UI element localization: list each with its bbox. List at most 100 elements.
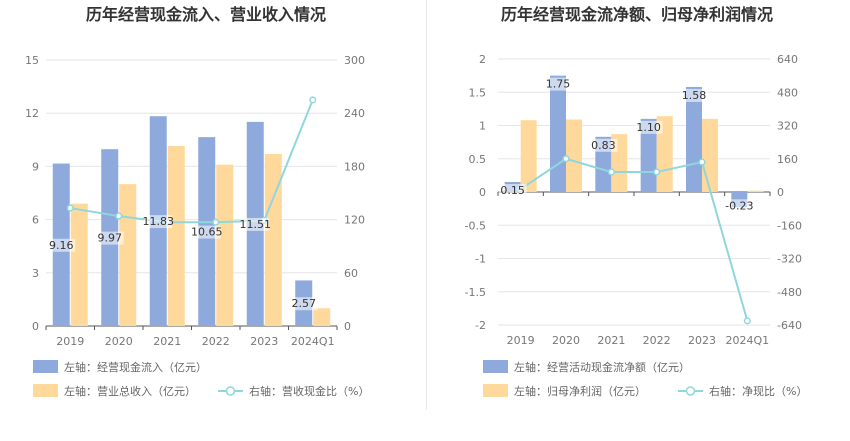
ratio-line: [70, 99, 314, 224]
bar-secondary: [566, 119, 582, 192]
line-point: [653, 168, 661, 176]
bar-secondary: [656, 116, 673, 192]
legend-swatch: [483, 384, 508, 397]
y-left-tick-label: -2: [475, 319, 486, 332]
bar-secondary: [216, 164, 234, 326]
legend-swatch: [33, 384, 58, 397]
y-right-tick-label: 60: [344, 267, 358, 280]
x-tick-label: 2023: [250, 335, 278, 348]
y-right-tick-label: -160: [777, 219, 802, 232]
legend-label: 左轴：营业总收入（亿元）: [64, 384, 196, 398]
y-right-tick-label: 180: [344, 160, 365, 173]
chart-title: 历年经营现金流净额、归母净利润情况: [501, 5, 773, 24]
data-label: 11.83: [143, 215, 175, 228]
x-tick-label: 2024Q1: [291, 335, 335, 348]
data-label: 1.75: [546, 78, 571, 91]
legend-swatch: [483, 360, 508, 373]
data-label-bg: [241, 217, 270, 231]
x-tick-label: 2020: [552, 334, 580, 347]
y-left-tick-label: 6: [32, 214, 39, 227]
y-right-tick-label: -320: [777, 253, 802, 266]
data-label-bg: [95, 231, 124, 245]
y-right-tick-label: 240: [344, 107, 365, 120]
x-tick-label: 2019: [56, 335, 84, 348]
data-label: 1.58: [682, 89, 707, 102]
panel-divider: [426, 0, 427, 410]
y-right-tick-label: 160: [777, 153, 798, 166]
legend-line-marker: [225, 386, 236, 396]
data-label-bg: [498, 184, 527, 198]
legend-label: 左轴：归母净利润（亿元）: [514, 384, 646, 398]
y-right-tick-label: 300: [344, 54, 365, 67]
data-label: 1.10: [636, 121, 661, 134]
legend-label: 左轴：经营活动现金流净额（亿元）: [514, 360, 690, 374]
y-left-tick-label: -1: [475, 253, 486, 266]
y-left-tick-label: 0.5: [469, 153, 487, 166]
bar-primary: [640, 118, 657, 192]
data-label: 11.51: [240, 218, 272, 231]
bar-secondary: [702, 118, 718, 192]
y-left-tick-label: 2: [479, 53, 486, 66]
line-point: [115, 212, 123, 220]
chart-svg: 历年经营现金流入、营业收入情况 0 0 3 60 6 120 9 180 12 240 15 300 20…: [25, 5, 369, 398]
data-label-bg: [47, 238, 76, 252]
chart-title: 历年经营现金流入、营业收入情况: [86, 5, 326, 24]
y-left-tick-label: 12: [25, 107, 39, 120]
data-label-bg: [192, 225, 221, 239]
data-label: 10.65: [191, 226, 223, 239]
bar-primary: [686, 86, 702, 192]
ratio-line: [520, 157, 749, 322]
x-tick-label: 2024Q1: [726, 334, 770, 347]
line-point: [698, 158, 706, 166]
y-left-tick-label: 1: [479, 120, 486, 133]
y-left-tick-label: -0.5: [465, 219, 486, 232]
x-tick-label: 2021: [153, 335, 181, 348]
y-right-tick-label: 640: [777, 53, 798, 66]
bar-secondary: [747, 190, 764, 192]
data-label-bg: [544, 77, 572, 91]
legend-label: 右轴：营收现金比（%）: [249, 384, 369, 398]
bar-secondary: [167, 146, 185, 326]
legend-line-marker: [685, 386, 696, 396]
y-right-tick-label: -480: [777, 286, 802, 299]
legend-label: 右轴：净现比（%）: [709, 384, 807, 398]
data-label: 9.16: [49, 239, 74, 252]
y-right-tick-label: 0: [777, 186, 784, 199]
y-left-tick-label: 0: [32, 320, 39, 333]
y-left-tick-label: 9: [32, 160, 39, 173]
x-tick-label: 2023: [688, 334, 716, 347]
bar-secondary: [520, 120, 537, 192]
data-label: -0.23: [725, 199, 753, 212]
line-point: [562, 155, 570, 163]
x-tick-label: 2020: [105, 335, 133, 348]
bar-primary: [550, 75, 566, 192]
data-label: 0.15: [500, 184, 525, 197]
y-right-tick-label: -640: [777, 319, 802, 332]
data-label-bg: [725, 199, 754, 213]
data-label: 9.97: [98, 232, 123, 245]
data-label: 0.83: [591, 139, 616, 152]
y-right-tick-label: 0: [344, 320, 351, 333]
legend-label: 左轴：经营现金流入（亿元）: [64, 360, 207, 374]
data-label-bg: [634, 120, 663, 134]
data-label-bg: [589, 138, 618, 152]
chart-panel-netcash-profit: 历年经营现金流净额、归母净利润情况 -2 -640 -1.5 -480 -1 -320 -0.…: [425, 0, 850, 437]
bar-secondary: [264, 153, 282, 326]
data-label-bg: [289, 297, 318, 311]
y-right-tick-label: 120: [344, 214, 365, 227]
y-left-tick-label: 1.5: [469, 86, 487, 99]
x-tick-label: 2019: [507, 334, 535, 347]
data-label-bg: [144, 215, 173, 229]
x-tick-label: 2021: [597, 334, 625, 347]
line-point: [607, 168, 615, 176]
y-right-tick-label: 320: [777, 120, 798, 133]
line-point: [309, 96, 317, 104]
legend-swatch: [33, 360, 58, 373]
data-label: 2.57: [292, 297, 317, 310]
y-left-tick-label: 3: [32, 267, 39, 280]
line-point: [66, 204, 74, 212]
y-left-tick-label: -1.5: [465, 286, 486, 299]
line-point: [743, 317, 751, 325]
x-tick-label: 2022: [202, 335, 230, 348]
bar-secondary: [313, 308, 331, 326]
